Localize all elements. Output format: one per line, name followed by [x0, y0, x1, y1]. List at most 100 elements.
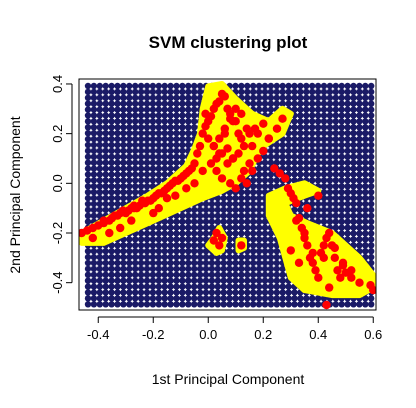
grid-point — [191, 112, 198, 119]
grid-point — [226, 236, 233, 243]
grid-point — [320, 200, 328, 208]
grid-point — [261, 82, 269, 90]
grid-point — [161, 147, 168, 155]
grid-point — [238, 230, 245, 237]
grid-point — [344, 118, 351, 125]
grid-point — [90, 165, 98, 172]
grid-point — [173, 277, 180, 284]
grid-point — [143, 153, 151, 160]
grid-point — [368, 82, 375, 90]
grid-point — [179, 94, 186, 102]
grid-point — [208, 224, 216, 231]
grid-point — [368, 301, 375, 308]
grid-point — [332, 189, 339, 196]
grid-point — [96, 124, 104, 131]
grid-point — [173, 236, 180, 243]
grid-point — [314, 212, 322, 219]
grid-point — [108, 112, 115, 119]
grid-point — [84, 206, 92, 214]
grid-point — [332, 301, 339, 308]
grid-point — [120, 88, 127, 96]
grid-point — [226, 265, 233, 273]
grid-point — [356, 124, 363, 131]
grid-point — [96, 165, 104, 172]
grid-point — [149, 265, 157, 273]
grid-point — [320, 118, 328, 125]
grid-point — [267, 265, 275, 273]
grid-point — [350, 236, 357, 243]
grid-point — [238, 88, 245, 96]
grid-point — [332, 194, 339, 202]
grid-point — [244, 230, 251, 237]
grid-point — [149, 236, 157, 243]
grid-point — [90, 212, 98, 219]
grid-point — [244, 82, 251, 90]
grid-point — [350, 194, 357, 202]
grid-point — [250, 194, 257, 202]
grid-point — [297, 100, 304, 107]
grid-point — [132, 301, 139, 308]
grid-point — [132, 236, 139, 243]
grid-point — [90, 88, 98, 96]
grid-point — [137, 177, 145, 184]
grid-point — [332, 124, 339, 131]
grid-point — [96, 100, 104, 107]
grid-point — [143, 88, 151, 96]
grid-point — [267, 295, 275, 302]
grid-point — [126, 283, 133, 290]
grid-point — [226, 301, 233, 308]
grid-point — [303, 130, 310, 137]
grid-point — [90, 147, 98, 155]
grid-point — [255, 242, 263, 249]
grid-point — [149, 289, 157, 296]
grid-point — [196, 265, 204, 273]
grid-point — [344, 194, 351, 202]
grid-point — [309, 112, 316, 119]
grid-point — [273, 283, 280, 290]
grid-point — [191, 289, 198, 296]
grid-point — [185, 248, 192, 255]
grid-point — [132, 118, 139, 125]
data-point — [223, 144, 232, 153]
grid-point — [191, 218, 198, 225]
x-tick-label: -0.2 — [142, 327, 164, 342]
grid-point — [167, 253, 174, 261]
grid-point — [149, 277, 157, 284]
data-point — [278, 114, 287, 123]
grid-point — [96, 177, 104, 184]
grid-point — [143, 112, 151, 119]
grid-point — [173, 271, 180, 278]
data-point — [325, 283, 334, 292]
grid-point — [149, 253, 157, 261]
grid-point — [96, 147, 104, 155]
grid-point — [356, 183, 363, 190]
plot-area — [79, 79, 376, 310]
grid-point — [314, 153, 322, 160]
grid-point — [314, 147, 322, 155]
grid-point — [368, 153, 375, 160]
grid-point — [226, 224, 233, 231]
grid-point — [155, 289, 162, 296]
data-point — [253, 154, 262, 163]
grid-point — [179, 135, 186, 143]
grid-point — [285, 135, 292, 143]
grid-point — [173, 147, 180, 155]
grid-point — [114, 94, 121, 102]
grid-point — [185, 295, 192, 302]
grid-point — [196, 248, 204, 255]
grid-point — [185, 230, 192, 237]
grid-point — [185, 94, 192, 102]
data-point — [220, 129, 229, 138]
grid-point — [143, 106, 151, 113]
grid-point — [255, 248, 263, 255]
grid-point — [108, 153, 115, 160]
grid-point — [185, 118, 192, 125]
grid-point — [191, 295, 198, 302]
grid-point — [202, 259, 210, 267]
grid-point — [191, 283, 198, 290]
grid-point — [102, 301, 109, 308]
grid-point — [155, 271, 162, 278]
grid-point — [167, 106, 174, 113]
grid-point — [161, 88, 168, 96]
grid-point — [126, 153, 133, 160]
